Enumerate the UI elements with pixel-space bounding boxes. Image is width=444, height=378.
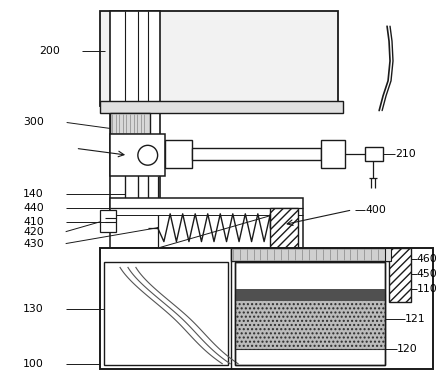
Text: 420: 420: [23, 227, 44, 237]
Bar: [104, 262, 228, 365]
Text: 100: 100: [23, 359, 44, 369]
Bar: [192, 148, 321, 160]
Bar: [100, 210, 116, 232]
Text: 450: 450: [417, 270, 437, 279]
Bar: [110, 135, 165, 176]
Bar: [235, 294, 385, 349]
Bar: [270, 208, 298, 248]
Bar: [385, 248, 391, 262]
Bar: [165, 140, 192, 168]
Bar: [100, 11, 337, 105]
Text: 200: 200: [39, 46, 60, 56]
Text: 110: 110: [417, 284, 437, 294]
Bar: [321, 140, 345, 168]
Text: 121: 121: [405, 314, 425, 324]
Bar: [235, 262, 385, 365]
Text: 210: 210: [395, 149, 416, 159]
Bar: [235, 262, 385, 365]
Bar: [231, 248, 389, 262]
Text: 120: 120: [397, 344, 418, 354]
Bar: [389, 248, 411, 302]
Text: 300: 300: [23, 118, 44, 127]
Text: 410: 410: [23, 217, 44, 227]
Bar: [110, 11, 159, 210]
Text: 130: 130: [23, 304, 44, 314]
Bar: [110, 198, 303, 248]
Bar: [100, 248, 432, 369]
Bar: [365, 147, 383, 161]
Text: 400: 400: [365, 205, 386, 215]
Text: 460: 460: [417, 254, 437, 265]
Bar: [235, 289, 385, 301]
Circle shape: [138, 145, 158, 165]
Text: 140: 140: [23, 189, 44, 199]
Text: 430: 430: [23, 239, 44, 249]
Text: 440: 440: [23, 203, 44, 213]
Bar: [110, 113, 150, 135]
Bar: [100, 101, 343, 113]
